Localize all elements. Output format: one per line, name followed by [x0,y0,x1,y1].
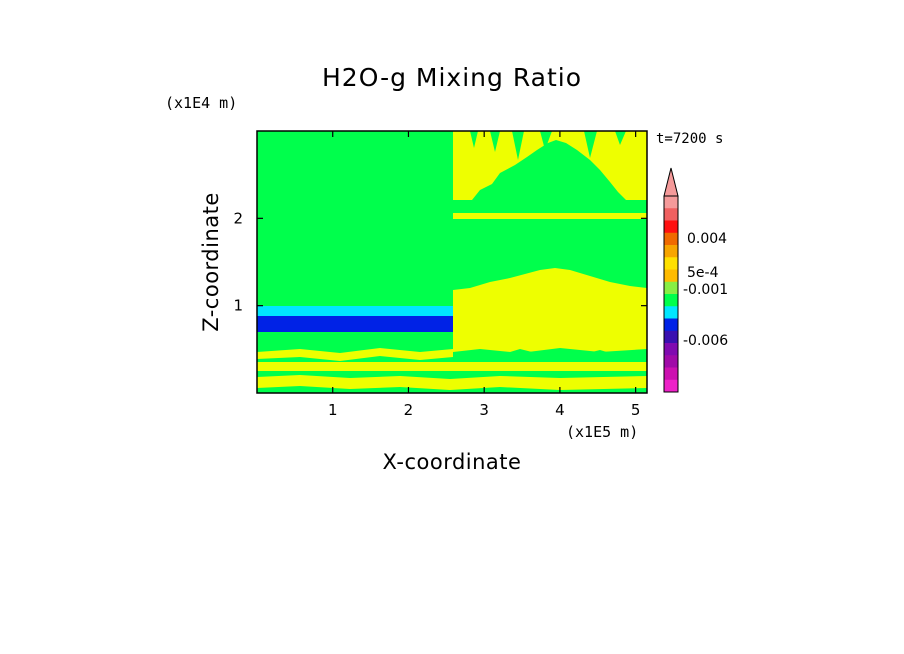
colorbar-segment [664,294,678,307]
colorbar-segment [664,257,678,270]
colorbar-segment [664,367,678,381]
colorbar-segment [664,355,678,368]
y-tick-label: 2 [233,209,243,227]
field-yellow-bottom-band [257,375,647,390]
colorbar-segment [664,330,678,344]
colorbar-segment [664,318,678,332]
colorbar-segment [664,220,678,234]
field-yellow-streak-left [257,348,453,361]
field-yellow-low-band [257,362,647,371]
colorbar-level-label: 0.004 [687,231,727,247]
field-cyan-band [257,306,453,316]
colorbar-segment [664,306,678,319]
x-ticks: 1 2 3 4 5 [328,131,640,419]
colorbar-frame [663,195,679,393]
colorbar-segment [664,379,678,393]
x-tick-label: 5 [631,401,641,419]
field-yellow-thin-band [453,213,647,219]
time-label: t=7200 s [656,131,723,147]
x-axis-label: X-coordinate [383,450,522,474]
y-unit-label: (x1E4 m) [165,94,237,112]
colorbar-level-label: 5e-4 [687,265,719,281]
field-green-dome [472,140,626,200]
colorbar [663,167,679,393]
colorbar-segment [664,281,678,295]
y-tick-label: 1 [233,297,243,315]
field-yellow-dome-lower [453,268,647,356]
field-blue-band [257,316,453,332]
colorbar-extend-triangle [663,167,679,197]
x-tick-label: 2 [404,401,414,419]
field-green-low-streak [453,348,647,362]
y-axis-label: Z-coordinate [199,192,223,332]
colorbar-segment [664,232,678,246]
x-unit-label: (x1E5 m) [566,423,638,441]
colorbar-level-label: -0.001 [683,282,728,298]
colorbar-segment [664,343,678,356]
plot-frame [256,130,648,394]
x-tick-label: 3 [479,401,489,419]
chart-title: H2O-g Mixing Ratio [322,63,582,92]
x-tick-label: 4 [555,401,565,419]
colorbar-level-label: -0.006 [683,333,728,349]
colorbar-segment [664,208,678,221]
contour-field [257,131,647,393]
field-green-spires [470,131,626,160]
colorbar-labels: 0.004 5e-4 -0.001 -0.006 [683,231,728,349]
colorbar-segment [664,196,678,209]
colorbar-segment [664,245,678,258]
x-tick-label: 1 [328,401,338,419]
y-ticks: 12 [233,209,647,315]
colorbar-segment [664,269,678,283]
